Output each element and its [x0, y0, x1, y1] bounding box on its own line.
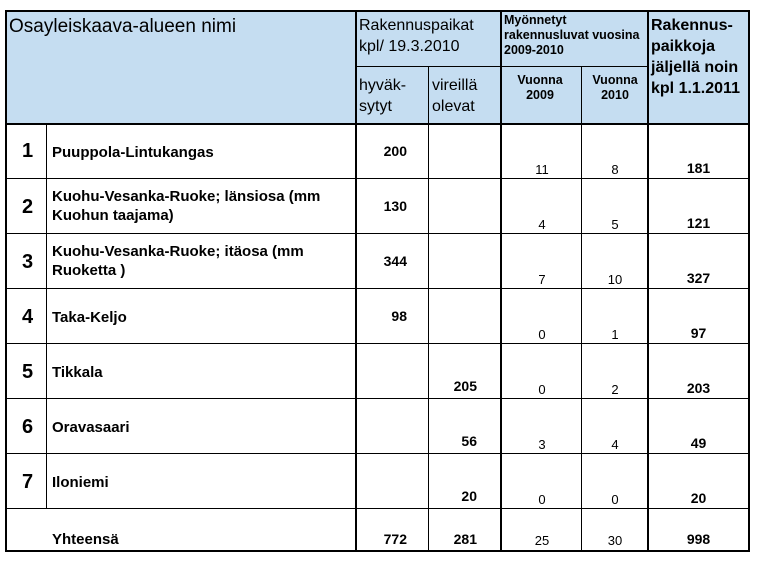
header-divider [5, 123, 750, 125]
row-approved: 98 [391, 308, 407, 324]
border-bottom [5, 550, 750, 552]
row-number: 7 [22, 471, 34, 493]
col-divider [46, 124, 47, 509]
row-permits-2009: 0 [538, 327, 546, 342]
row-area-name: Oravasaari [52, 419, 130, 436]
row-area-name: Iloniemi [52, 474, 109, 491]
row-permits-2009: 7 [538, 272, 546, 287]
row-area-name: Taka-Keljo [52, 309, 127, 326]
row-permits-2009: 11 [535, 162, 549, 177]
row-divider [5, 508, 750, 509]
row-area-name: Kuohu-Vesanka-Ruoke; länsiosa (mm Kuohun… [52, 188, 321, 224]
row-permits-2009: 0 [538, 492, 546, 507]
row-number: 1 [22, 140, 34, 162]
row-permits-2010: 5 [611, 217, 619, 232]
row-permits-2010: 2 [611, 382, 619, 397]
total-remaining: 998 [686, 531, 711, 547]
header-permits-title: Myönnetyt rakennusluvat vuosina 2009-201… [504, 13, 640, 57]
header-year-2010: Vuonna 2010 [592, 73, 638, 102]
row-remaining: 181 [686, 160, 711, 176]
col-divider [428, 66, 429, 552]
row-permits-2010: 4 [611, 437, 619, 452]
border-right [748, 10, 750, 552]
col-divider [355, 10, 357, 552]
row-permits-2009: 4 [538, 217, 546, 232]
total-permits-2009: 25 [534, 533, 550, 548]
row-permits-2010: 0 [611, 492, 619, 507]
row-approved: 344 [383, 253, 407, 269]
row-approved: 130 [383, 198, 407, 214]
header-approved: hyväk-sytyt [359, 77, 407, 115]
total-label: Yhteensä [52, 531, 119, 548]
row-number: 6 [22, 416, 34, 438]
row-number: 4 [22, 306, 34, 328]
header-area-name: Osayleiskaava-alueen nimi [9, 16, 237, 37]
border-top [5, 10, 750, 12]
row-permits-2010: 8 [611, 162, 619, 177]
row-area-name: Kuohu-Vesanka-Ruoke; itäosa (mm Ruoketta… [52, 243, 304, 279]
row-remaining: 121 [686, 215, 711, 231]
row-number: 5 [22, 361, 34, 383]
header-area-cell [5, 10, 356, 124]
row-permits-2010: 10 [607, 272, 623, 287]
row-approved: 200 [383, 143, 407, 159]
row-pending: 20 [461, 488, 477, 504]
row-number: 3 [22, 251, 34, 273]
permits-subheader-line [501, 66, 648, 67]
row-number: 2 [22, 196, 34, 218]
row-remaining: 203 [686, 380, 711, 396]
row-divider [5, 343, 750, 344]
total-pending: 281 [453, 531, 477, 547]
row-permits-2009: 0 [538, 382, 546, 397]
header-remaining-cell [648, 10, 749, 124]
row-divider [5, 233, 750, 234]
total-permits-2010: 30 [607, 533, 623, 548]
header-remaining: Rakennus-paikkoja jäljellä noin kpl 1.1.… [651, 17, 740, 97]
row-divider [5, 398, 750, 399]
header-year-2009: Vuonna 2009 [517, 73, 563, 102]
col-divider [500, 10, 502, 552]
row-divider [5, 453, 750, 454]
total-approved: 772 [383, 531, 407, 547]
row-remaining: 49 [690, 435, 707, 451]
row-area-name: Tikkala [52, 364, 103, 381]
row-remaining: 20 [690, 490, 707, 506]
row-remaining: 327 [686, 270, 711, 286]
row-permits-2009: 3 [538, 437, 546, 452]
col-divider [581, 66, 582, 552]
row-permits-2010: 1 [611, 327, 619, 342]
row-divider [5, 288, 750, 289]
row-area-name: Puuppola-Lintukangas [52, 144, 214, 161]
col-divider [647, 10, 649, 552]
header-permits-cell [501, 10, 648, 124]
border-left [5, 10, 7, 552]
row-pending: 56 [461, 433, 477, 449]
row-divider [5, 178, 750, 179]
row-remaining: 97 [690, 325, 707, 341]
header-pending: vireillä olevat [432, 77, 478, 115]
header-plots-title: Rakennuspaikat kpl/ 19.3.2010 [359, 17, 474, 55]
row-pending: 205 [453, 378, 477, 394]
